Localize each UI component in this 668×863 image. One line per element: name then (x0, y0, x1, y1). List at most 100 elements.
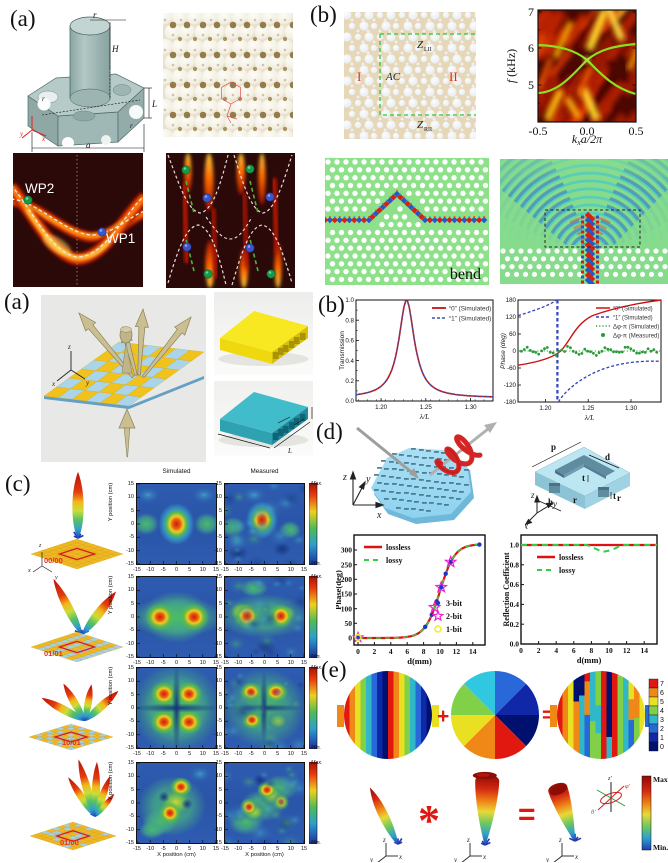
svg-text:10/01: 10/01 (62, 738, 81, 747)
svg-text:z: z (38, 543, 42, 549)
svg-text:z: z (466, 836, 470, 844)
svg-text:8: 8 (422, 647, 426, 656)
svg-text:-0.5: -0.5 (529, 124, 548, 138)
svg-text:*: * (418, 796, 440, 845)
svg-text:6: 6 (660, 690, 664, 697)
svg-text:12: 12 (453, 647, 461, 656)
svg-text:6: 6 (405, 647, 409, 656)
svg-text:2: 2 (373, 647, 377, 656)
svg-text:z: z (558, 836, 562, 844)
svg-text:180: 180 (506, 297, 517, 304)
svg-text:y: y (369, 856, 374, 862)
svg-text:150: 150 (341, 590, 353, 599)
svg-text:1-bit: 1-bit (446, 625, 462, 634)
svg-text:5: 5 (528, 78, 534, 92)
svg-text:r: r (130, 122, 133, 130)
svg-text:0.0: 0.0 (580, 124, 595, 138)
svg-text:1: 1 (660, 735, 664, 742)
svg-text:x: x (41, 135, 46, 143)
svg-text:φ′: φ′ (625, 783, 631, 790)
svg-text:r: r (93, 10, 97, 20)
svg-text:4: 4 (660, 708, 664, 715)
svg-text:Transmission: Transmission (339, 331, 346, 370)
svg-text:0.0: 0.0 (510, 640, 520, 649)
svg-text:1.0: 1.0 (510, 541, 520, 550)
svg-text:d(mm): d(mm) (407, 656, 432, 666)
svg-text:y: y (365, 474, 371, 485)
svg-text:y: y (19, 130, 24, 138)
svg-text:Z: Z (417, 39, 424, 51)
svg-text:x: x (574, 853, 579, 861)
svg-text:1.20: 1.20 (375, 404, 388, 411)
svg-text:Phase (deg): Phase (deg) (500, 333, 507, 369)
svg-text:λ/L: λ/L (584, 413, 595, 420)
svg-text:RII: RII (424, 127, 432, 133)
svg-text:0: 0 (513, 348, 517, 355)
svg-text:z: z (530, 490, 535, 500)
svg-text:1.20: 1.20 (539, 405, 552, 412)
svg-text:kxa/2π: kxa/2π (572, 132, 603, 145)
svg-text:y: y (552, 499, 557, 509)
svg-text:θ′: θ′ (591, 809, 596, 816)
svg-text:p: p (551, 442, 556, 452)
svg-text:x: x (376, 510, 382, 521)
svg-text:10: 10 (605, 646, 613, 655)
svg-text:14: 14 (640, 646, 648, 655)
svg-text:01/01: 01/01 (44, 649, 63, 658)
svg-text:y: y (54, 575, 58, 581)
svg-text:6: 6 (572, 646, 576, 655)
svg-text:300: 300 (341, 546, 353, 555)
svg-text:Δφ-π (Measured): Δφ-π (Measured) (613, 333, 659, 339)
svg-text:00/00: 00/00 (44, 556, 63, 565)
svg-text:“1” (Simulated): “1” (Simulated) (613, 315, 653, 321)
svg-text:z: z (342, 472, 347, 483)
svg-text:1.30: 1.30 (625, 405, 638, 412)
svg-text:I: I (357, 69, 361, 84)
svg-text:0: 0 (356, 647, 360, 656)
svg-text:z′: z′ (607, 775, 613, 782)
svg-text:z: z (382, 836, 386, 844)
svg-text:z: z (67, 343, 71, 351)
svg-text:0.2: 0.2 (345, 378, 354, 385)
svg-text:7: 7 (528, 5, 534, 19)
svg-text:y: y (85, 379, 90, 387)
svg-text:L: L (287, 447, 292, 455)
svg-text:0: 0 (348, 634, 352, 643)
svg-text:0: 0 (660, 744, 664, 751)
svg-text:0.4: 0.4 (345, 358, 354, 365)
svg-text:t: t (582, 473, 585, 483)
svg-text:Min.: Min. (653, 843, 668, 852)
svg-text:3: 3 (660, 717, 664, 724)
svg-text:2-bit: 2-bit (446, 612, 462, 621)
svg-text:x: x (482, 853, 487, 861)
svg-text:-120: -120 (504, 382, 517, 389)
svg-text:r: r (573, 495, 577, 505)
svg-text:bend: bend (450, 266, 481, 283)
svg-text:14: 14 (469, 647, 477, 656)
svg-text:0.6: 0.6 (510, 580, 520, 589)
svg-text:200: 200 (341, 575, 353, 584)
svg-text:Δφ-π (Simulated): Δφ-π (Simulated) (613, 324, 659, 330)
svg-text:250: 250 (341, 560, 353, 569)
svg-text:100: 100 (341, 604, 353, 613)
svg-text:“1” (Simulated): “1” (Simulated) (449, 316, 491, 323)
svg-text:0.8: 0.8 (345, 317, 354, 324)
svg-text:2: 2 (660, 726, 664, 733)
svg-text:d(mm): d(mm) (577, 655, 602, 665)
svg-text:+: + (437, 705, 449, 728)
svg-text:0.0: 0.0 (345, 398, 354, 405)
svg-text:7: 7 (660, 681, 664, 688)
svg-text:λ/L: λ/L (419, 412, 430, 420)
svg-text:3-bit: 3-bit (446, 599, 462, 608)
svg-text:lossless: lossless (559, 553, 583, 562)
svg-text:x: x (51, 380, 56, 388)
svg-text:1.0: 1.0 (345, 297, 354, 304)
svg-text:x: x (525, 521, 528, 530)
svg-text:-60: -60 (507, 365, 517, 372)
svg-text:60: 60 (509, 331, 516, 338)
svg-text:01/00: 01/00 (60, 838, 79, 847)
svg-text:6: 6 (528, 41, 534, 55)
svg-text:h: h (548, 497, 553, 507)
svg-text:WP1: WP1 (106, 231, 135, 246)
svg-text:a: a (86, 140, 91, 150)
